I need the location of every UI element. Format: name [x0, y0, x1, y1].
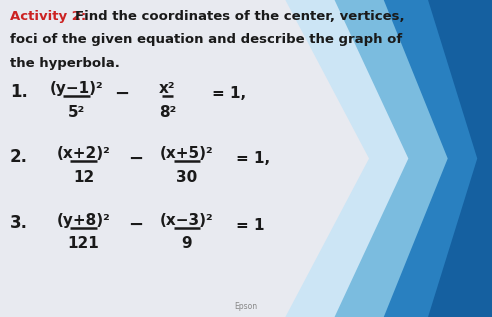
Text: = 1,: = 1, — [212, 86, 246, 101]
Text: = 1: = 1 — [236, 217, 265, 233]
Text: (x−3)²: (x−3)² — [160, 213, 214, 228]
Text: (y+8)²: (y+8)² — [57, 213, 111, 228]
Polygon shape — [428, 0, 492, 317]
Text: (y−1)²: (y−1)² — [50, 81, 103, 96]
Text: the hyperbola.: the hyperbola. — [10, 57, 120, 70]
Text: = 1,: = 1, — [236, 151, 270, 166]
Text: 30: 30 — [176, 170, 198, 184]
Polygon shape — [285, 0, 492, 317]
Text: 8²: 8² — [158, 105, 176, 120]
Text: (x+5)²: (x+5)² — [160, 146, 214, 161]
Text: 5²: 5² — [67, 105, 85, 120]
Text: 1.: 1. — [10, 83, 28, 101]
Text: 9: 9 — [182, 236, 192, 251]
Text: −: − — [128, 216, 143, 234]
Text: −: − — [114, 85, 129, 102]
Text: Activity 2:: Activity 2: — [10, 10, 86, 23]
Text: Epson: Epson — [234, 302, 258, 311]
Text: 12: 12 — [73, 170, 94, 184]
Text: Find the coordinates of the center, vertices,: Find the coordinates of the center, vert… — [75, 10, 404, 23]
Text: −: − — [128, 150, 143, 167]
Text: 121: 121 — [68, 236, 99, 251]
Polygon shape — [384, 0, 492, 317]
Text: 2.: 2. — [10, 148, 28, 166]
Polygon shape — [335, 0, 492, 317]
Text: 3.: 3. — [10, 215, 28, 232]
Text: (x+2)²: (x+2)² — [57, 146, 111, 161]
Text: foci of the given equation and describe the graph of: foci of the given equation and describe … — [10, 33, 402, 46]
Text: x²: x² — [159, 81, 176, 96]
